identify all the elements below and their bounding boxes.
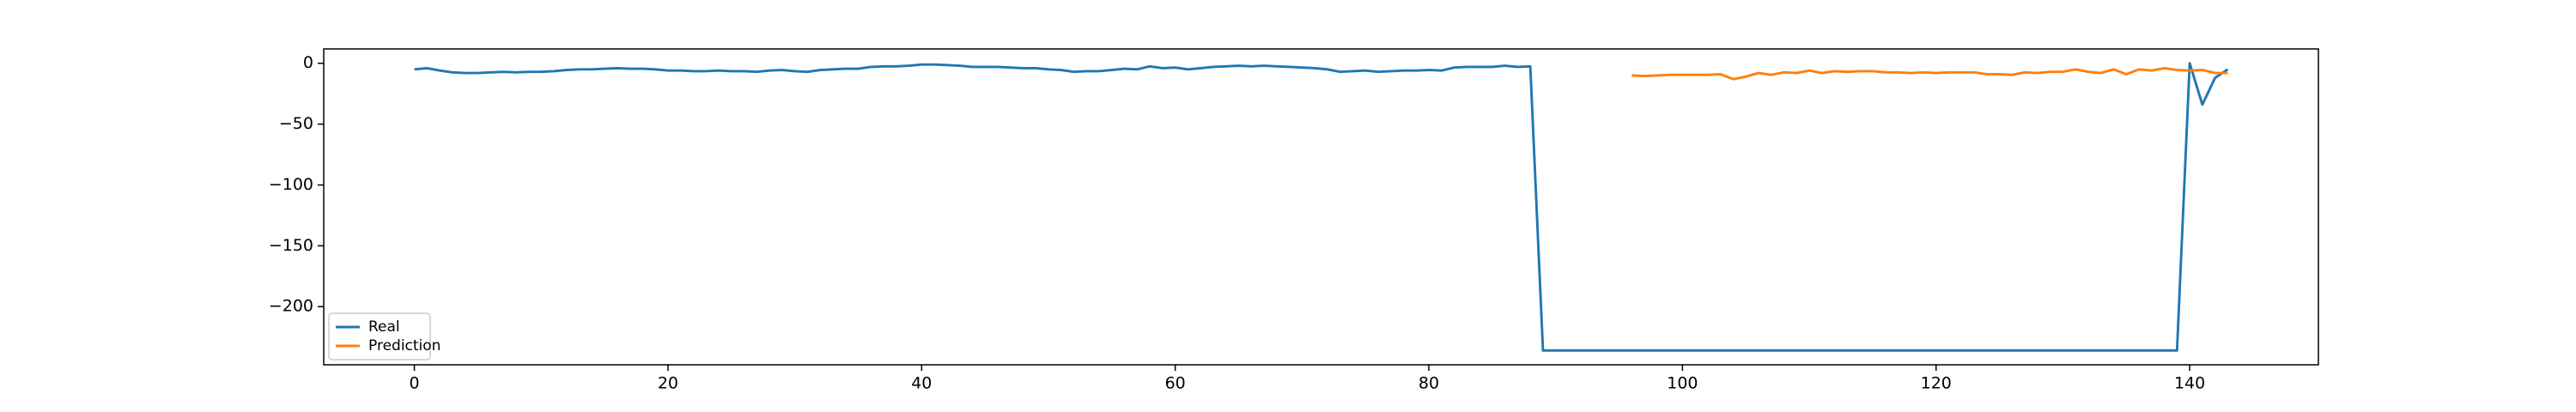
- y-tick-label: −150: [269, 236, 313, 255]
- x-tick-label: 20: [658, 374, 678, 393]
- legend-box: [328, 312, 431, 360]
- x-tick-label: 0: [410, 374, 420, 393]
- y-tick-label: −50: [279, 114, 313, 133]
- y-tick-label: 0: [303, 53, 313, 72]
- x-tick-label: 140: [2174, 374, 2205, 393]
- legend-label: Prediction: [368, 337, 440, 354]
- legend-label: Real: [368, 318, 400, 336]
- x-tick-label: 100: [1667, 374, 1698, 393]
- x-tick-label: 60: [1165, 374, 1186, 393]
- y-tick-label: −200: [269, 297, 313, 316]
- y-tick-label: −100: [269, 175, 313, 194]
- series-line: [1631, 66, 2228, 81]
- series-line: [414, 62, 2229, 352]
- x-tick-label: 120: [1921, 374, 1952, 393]
- plot-frame: [323, 48, 2319, 366]
- x-tick-label: 40: [911, 374, 932, 393]
- x-tick-label: 80: [1419, 374, 1439, 393]
